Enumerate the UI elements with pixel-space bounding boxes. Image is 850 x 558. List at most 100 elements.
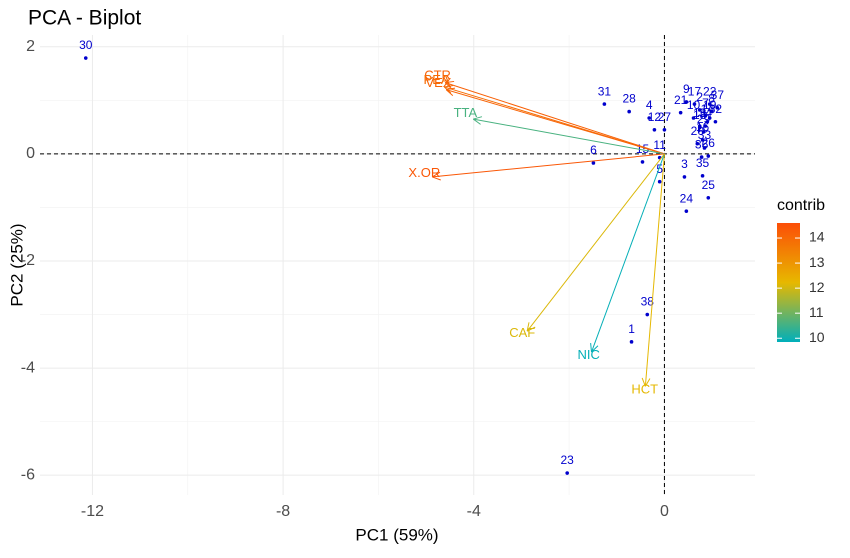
- point-label: 32: [709, 102, 723, 116]
- arrow-head: [644, 378, 651, 387]
- point: [697, 125, 702, 130]
- x-axis-title: PC1 (59%): [355, 525, 438, 544]
- point-label: 37: [711, 88, 725, 102]
- arrow-shaft: [644, 153, 665, 387]
- point: [627, 109, 631, 114]
- variable-label: PEA: [424, 72, 450, 87]
- point: [702, 146, 707, 150]
- arrow-shaft: [445, 89, 665, 155]
- point: [692, 102, 697, 106]
- variable-arrow: [641, 153, 665, 387]
- point-label: 13: [693, 106, 707, 120]
- point-label: 14: [701, 102, 715, 116]
- point-label: 20: [691, 124, 705, 138]
- point: [83, 56, 88, 60]
- arrow-head: [641, 377, 646, 387]
- point-label: 27: [658, 110, 672, 124]
- point: [602, 102, 607, 106]
- point: [657, 179, 662, 184]
- point: [662, 127, 667, 132]
- point-label: 18: [693, 108, 707, 122]
- arrow-head: [444, 85, 454, 88]
- colorbar: [777, 223, 800, 342]
- point-label: 19: [703, 98, 717, 112]
- point-label: 9: [683, 82, 690, 96]
- point: [706, 195, 711, 200]
- point-label: 17: [688, 84, 702, 98]
- arrow-head: [446, 87, 456, 91]
- y-tick-label: -6: [21, 466, 35, 483]
- y-tick-label: 0: [26, 145, 35, 162]
- point-label: 34: [699, 106, 713, 120]
- point: [703, 114, 708, 118]
- arrow-head: [445, 89, 454, 97]
- point-label: 12: [648, 110, 662, 124]
- variable-label: NIC: [578, 347, 600, 362]
- colorbar-label: 13: [809, 254, 825, 270]
- colorbar-label: 10: [809, 329, 825, 345]
- chart-title: PCA - Biplot: [28, 7, 141, 30]
- point: [707, 102, 712, 106]
- arrow-head: [473, 116, 483, 120]
- colorbar-label: 12: [809, 279, 825, 295]
- arrow-shaft: [526, 153, 665, 332]
- colorbar-label: 11: [809, 304, 824, 320]
- variable-arrow: [472, 116, 665, 155]
- variable-arrow: [444, 80, 665, 155]
- point: [707, 116, 712, 120]
- x-tick-label: -8: [276, 503, 290, 520]
- point-label: 29: [697, 112, 711, 126]
- point-label: 6: [590, 143, 597, 157]
- legend-title: contrib: [777, 197, 825, 214]
- colorbar-label: 14: [809, 229, 825, 245]
- point-label: 1: [628, 322, 635, 336]
- point-label: 30: [79, 38, 93, 52]
- point: [699, 155, 704, 159]
- variable-label: CAF: [509, 325, 535, 340]
- point-label: 21: [674, 93, 688, 107]
- arrow-head: [472, 118, 481, 125]
- point: [709, 109, 714, 114]
- point-label: 5: [656, 162, 663, 176]
- arrow-shaft: [591, 153, 665, 353]
- point: [691, 116, 696, 120]
- point: [629, 340, 634, 344]
- point-label: 35: [696, 156, 710, 170]
- variable-arrow: [590, 153, 665, 353]
- arrow-head: [432, 176, 441, 181]
- point: [684, 209, 689, 213]
- point-label: 36: [695, 137, 709, 151]
- variable-label: TTA: [454, 105, 478, 120]
- variable-arrow: [526, 153, 665, 332]
- point-label: 28: [622, 92, 636, 106]
- point-label: 8: [708, 92, 715, 106]
- point: [706, 154, 711, 158]
- point: [715, 106, 720, 110]
- point: [678, 110, 683, 115]
- point: [695, 141, 700, 146]
- point-label: 23: [561, 453, 575, 467]
- point-label: 10: [687, 98, 701, 112]
- variable-arrow: [432, 153, 665, 181]
- point-label: 3: [681, 157, 688, 171]
- arrow-head: [445, 80, 455, 84]
- point: [684, 100, 689, 104]
- point: [700, 174, 705, 178]
- point: [647, 116, 651, 120]
- point: [703, 124, 708, 128]
- point-label: 25: [702, 178, 716, 192]
- point-label: 31: [598, 84, 612, 98]
- y-tick-label: -2: [21, 252, 35, 269]
- arrow-head: [591, 345, 599, 353]
- point: [682, 175, 687, 179]
- point: [591, 161, 596, 165]
- point-label: 33: [698, 128, 712, 142]
- arrow-head: [526, 322, 530, 332]
- point: [713, 119, 718, 124]
- point: [640, 160, 645, 164]
- arrow-head: [590, 343, 593, 353]
- point-label: 24: [680, 191, 694, 205]
- y-tick-label: -4: [21, 359, 35, 376]
- point-label: 4: [646, 98, 653, 112]
- variable-label: HCT: [631, 382, 658, 397]
